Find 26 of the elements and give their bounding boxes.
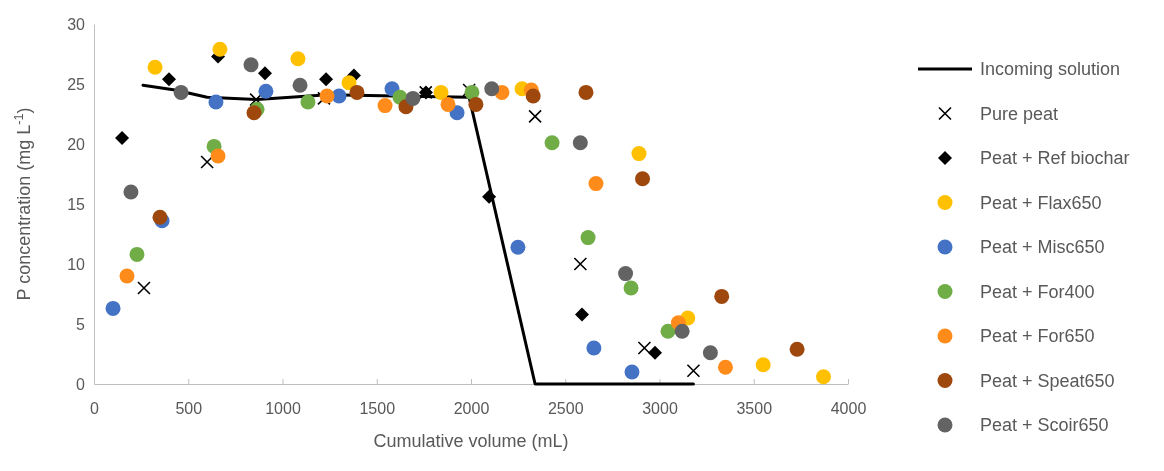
legend-label: Peat + For650 (980, 326, 1095, 346)
y-tick-label: 0 (76, 375, 86, 393)
x-tick-label: 2000 (453, 400, 490, 418)
x-tick-label: 0 (90, 400, 100, 418)
x-tick-label: 3500 (736, 400, 773, 418)
y-tick-label: 20 (67, 135, 86, 153)
legend-label: Peat + Scoir650 (980, 415, 1109, 435)
legend-label: Peat + Flax650 (980, 192, 1102, 213)
y-tick-label: 25 (67, 75, 86, 93)
legend-label: Peat + Misc650 (980, 237, 1105, 257)
x-axis-title: Cumulative volume (mL) (373, 431, 569, 451)
legend-label: Peat + For400 (980, 281, 1095, 302)
legend-label: Pure peat (980, 103, 1059, 124)
legend-label: Peat + Speat650 (980, 370, 1115, 391)
x-tick-label: 2500 (547, 400, 584, 418)
y-tick-label: 10 (67, 255, 86, 273)
x-tick-label: 1000 (265, 400, 301, 418)
x-tick-label: 4000 (830, 400, 867, 418)
legend-label: Incoming solution (980, 59, 1121, 79)
x-tick-label: 500 (175, 400, 203, 418)
y-tick-label: 5 (76, 315, 86, 333)
x-tick-label: 3000 (642, 400, 678, 418)
x-tick-label: 1500 (359, 400, 396, 418)
y-tick-label: 30 (67, 15, 86, 33)
legend-label: Peat + Ref biochar (980, 148, 1130, 168)
y-tick-label: 15 (67, 195, 86, 213)
